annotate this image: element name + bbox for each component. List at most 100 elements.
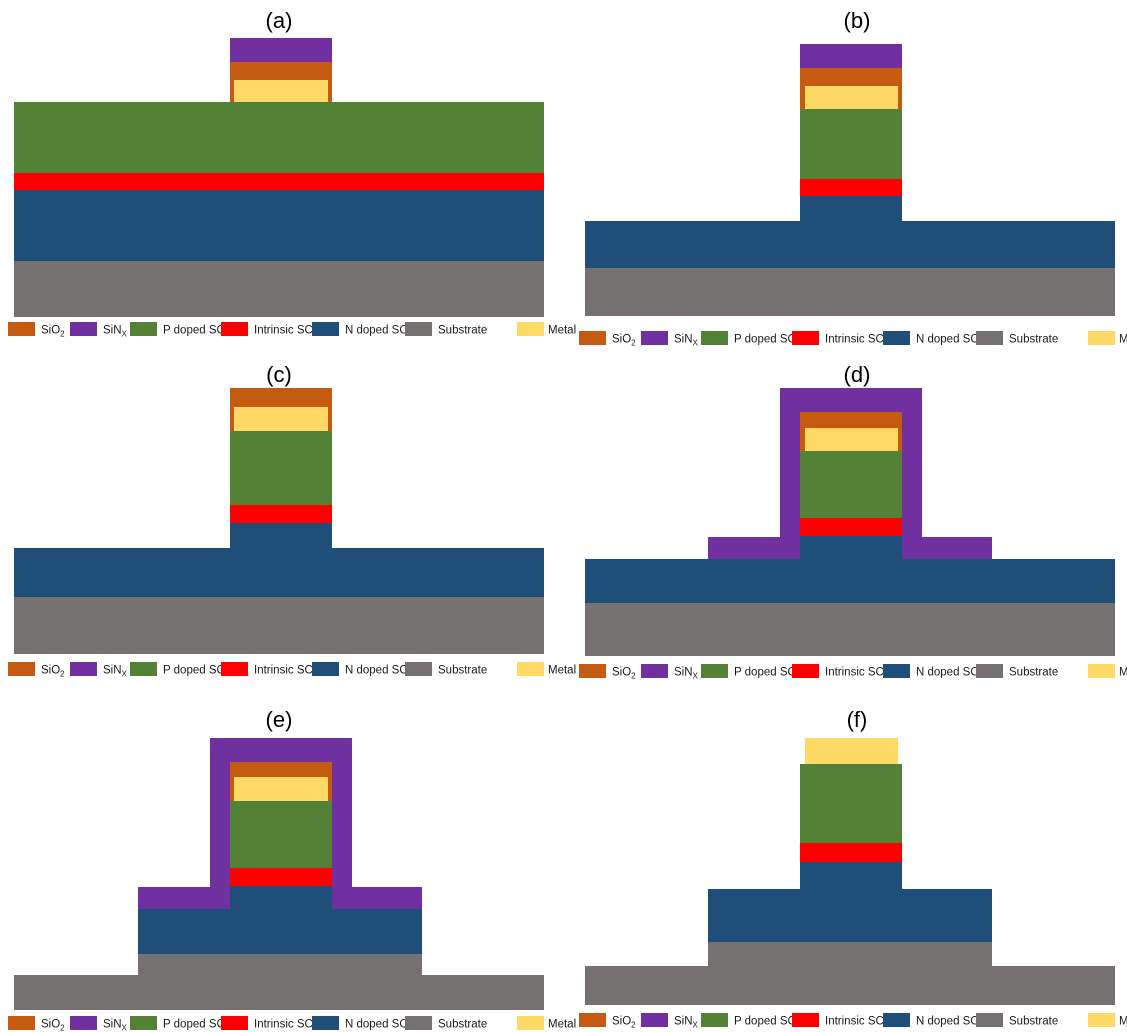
legend-label-ndoped: N doped SC (916, 334, 979, 346)
panel-label: (b) (844, 8, 871, 33)
n-doped-mesa (230, 886, 332, 909)
legend-label-metal: Metal (548, 325, 576, 337)
intrinsic-layer (230, 505, 332, 523)
legend-swatch-ndoped (883, 331, 910, 345)
legend-swatch-substrate (405, 1016, 432, 1030)
intrinsic-layer (230, 868, 332, 886)
legend-label-pdoped: P doped SC (734, 334, 796, 346)
legend-swatch-intrinsic (221, 1016, 248, 1030)
legend-swatch-ndoped (312, 322, 339, 336)
legend-label-substrate: Substrate (1009, 667, 1058, 679)
n-doped-layer (14, 548, 544, 597)
n-doped-layer (585, 559, 1115, 603)
legend-label-intrinsic: Intrinsic SC (254, 665, 313, 677)
legend-swatch-sinx (70, 1016, 97, 1030)
legend-label-metal: Metal (548, 1019, 576, 1031)
legend-swatch-intrinsic (792, 664, 819, 678)
p-doped-layer (14, 102, 544, 173)
legend-swatch-sio2 (579, 331, 606, 345)
legend-swatch-intrinsic (221, 662, 248, 676)
metal-contact (805, 738, 898, 764)
legend-swatch-metal (517, 662, 544, 676)
legend-label-ndoped: N doped SC (916, 667, 979, 679)
legend-swatch-substrate (976, 1013, 1003, 1027)
legend-swatch-substrate (976, 664, 1003, 678)
intrinsic-layer (800, 518, 902, 536)
substrate-layer (585, 966, 1115, 1005)
legend-swatch-metal (1088, 1013, 1115, 1027)
legend-swatch-pdoped (130, 1016, 157, 1030)
legend-label-sio2: SiO2 (41, 325, 65, 339)
n-doped-layer (14, 190, 544, 261)
legend-label-pdoped: P doped SC (734, 1016, 796, 1028)
legend-swatch-ndoped (312, 1016, 339, 1030)
p-doped-layer (230, 431, 332, 505)
legend-label-intrinsic: Intrinsic SC (825, 1016, 884, 1028)
legend-label-ndoped: N doped SC (345, 665, 408, 677)
legend-label-sio2: SiO2 (41, 665, 65, 679)
legend-label-sinx: SiNX (103, 325, 128, 339)
n-doped-mesa (230, 523, 332, 548)
legend-label-pdoped: P doped SC (163, 665, 225, 677)
metal-contact (234, 777, 328, 801)
legend-swatch-ndoped (883, 1013, 910, 1027)
legend-label-intrinsic: Intrinsic SC (825, 334, 884, 346)
legend-swatch-sinx (641, 664, 668, 678)
panel-f-stack (585, 738, 1115, 1005)
substrate-layer (585, 603, 1115, 656)
panel-label: (d) (844, 362, 871, 387)
legend-swatch-pdoped (130, 662, 157, 676)
substrate-layer (14, 975, 544, 1010)
panel-label: (a) (266, 8, 293, 33)
substrate-layer (14, 597, 544, 654)
legend-swatch-sio2 (579, 664, 606, 678)
legend-label-sinx: SiNX (103, 665, 128, 679)
panel-a-stack (14, 38, 544, 317)
intrinsic-layer (800, 179, 902, 196)
legend-label-intrinsic: Intrinsic SC (254, 325, 313, 337)
legend-swatch-metal (517, 1016, 544, 1030)
legend-label-sinx: SiNX (674, 1016, 699, 1030)
substrate-layer (14, 261, 544, 317)
n-doped-layer (708, 889, 992, 942)
legend-swatch-substrate (976, 331, 1003, 345)
n-doped-mesa (800, 536, 902, 559)
legend-label-intrinsic: Intrinsic SC (825, 667, 884, 679)
sinx-cap (800, 44, 902, 68)
legend: SiO2 SiNX P doped SC Intrinsic SC N doped SC… (8, 322, 576, 339)
legend: SiO2 SiNX P doped SC Intrinsic SC N doped SC… (579, 331, 1127, 348)
legend-label-metal: Metal (1119, 667, 1127, 679)
legend-label-pdoped: P doped SC (163, 1019, 225, 1031)
legend-label-sio2: SiO2 (612, 334, 636, 348)
p-doped-layer (230, 801, 332, 868)
p-doped-layer (800, 109, 902, 179)
panel-d-stack (585, 388, 1115, 656)
intrinsic-layer (800, 843, 902, 862)
p-doped-layer (800, 764, 902, 843)
legend-label-sio2: SiO2 (612, 1016, 636, 1030)
legend-label-substrate: Substrate (438, 665, 487, 677)
legend-swatch-sinx (70, 322, 97, 336)
metal-contact (805, 86, 898, 109)
legend-swatch-pdoped (130, 322, 157, 336)
legend-label-substrate: Substrate (1009, 334, 1058, 346)
legend: SiO2 SiNX P doped SC Intrinsic SC N doped SC… (579, 664, 1127, 681)
legend-label-substrate: Substrate (438, 325, 487, 337)
legend-label-sinx: SiNX (674, 667, 699, 681)
legend-swatch-pdoped (701, 331, 728, 345)
sinx-cap (230, 38, 332, 62)
legend-swatch-intrinsic (792, 1013, 819, 1027)
panel-c-stack (14, 388, 544, 654)
legend-label-ndoped: N doped SC (345, 1019, 408, 1031)
legend-label-sinx: SiNX (674, 334, 699, 348)
legend-swatch-sio2 (8, 662, 35, 676)
legend-swatch-sio2 (8, 322, 35, 336)
metal-contact (234, 80, 328, 102)
legend-swatch-substrate (405, 662, 432, 676)
legend: SiO2 SiNX P doped SC Intrinsic SC N doped SC… (8, 1016, 576, 1032)
legend-swatch-sinx (641, 331, 668, 345)
n-doped-layer (138, 909, 422, 954)
legend-label-metal: Metal (548, 665, 576, 677)
legend-swatch-pdoped (701, 664, 728, 678)
legend-label-sio2: SiO2 (612, 667, 636, 681)
